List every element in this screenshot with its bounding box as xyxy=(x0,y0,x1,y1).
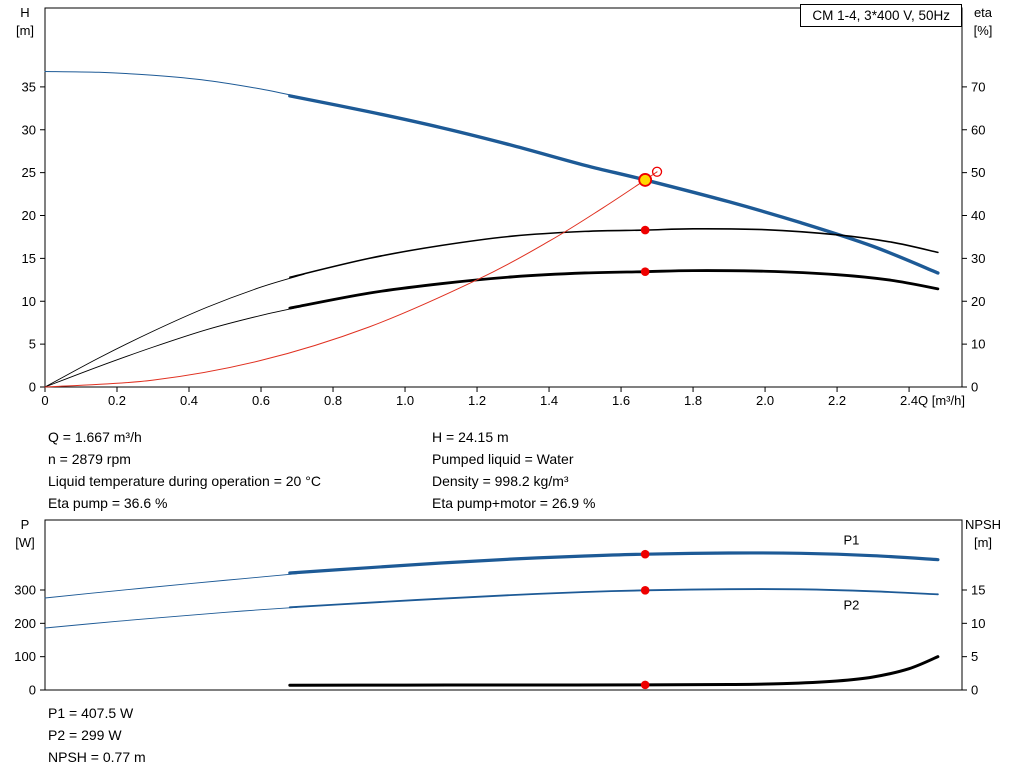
npsh-value: NPSH = 0.77 m xyxy=(48,749,146,765)
x-tick-label: 2.4 xyxy=(900,393,918,408)
power-npsh-chart: 0 100 200 300 0 5 10 15 P [W] NPSH [m] P1 P2 xyxy=(14,517,1001,698)
x-tick-label: 1.6 xyxy=(612,393,630,408)
p1-value: P1 = 407.5 W xyxy=(48,705,134,721)
y-left-tick-label: 25 xyxy=(22,165,36,180)
y-left-tick-label: 20 xyxy=(22,208,36,223)
eta-pump-value: Eta pump = 36.6 % xyxy=(48,495,168,511)
p1-curve xyxy=(288,551,940,575)
y-right-tick-label: 0 xyxy=(971,380,978,395)
pump-performance-chart-frame xyxy=(44,7,963,388)
power-npsh-block: P1 = 407.5 W P2 = 299 W NPSH = 0.77 m xyxy=(48,702,146,768)
p1-point-marker xyxy=(640,549,650,559)
npsh-curve xyxy=(288,655,940,687)
eta-pump-curve-lead xyxy=(44,273,305,388)
y-right-tick-label: 30 xyxy=(971,251,985,266)
y-right-tick-label: 10 xyxy=(971,616,985,631)
head-curve-lead xyxy=(44,70,305,99)
y-left-tick-label: 30 xyxy=(22,122,36,137)
x-tick-label: 1.8 xyxy=(684,393,702,408)
h-value: H = 24.15 m xyxy=(432,429,509,445)
y-right-tick-label: 10 xyxy=(971,337,985,352)
q-value: Q = 1.667 m³/h xyxy=(48,429,142,445)
eta-pump-motor-curve xyxy=(288,269,940,310)
p2-curve xyxy=(288,588,939,609)
x-tick-label: 0.8 xyxy=(324,393,342,408)
npsh-point-marker xyxy=(640,680,650,690)
y-left-tick-label: 100 xyxy=(14,649,36,664)
operating-data-left-column: Q = 1.667 m³/h n = 2879 rpm Liquid tempe… xyxy=(48,426,321,514)
y_left-axis-label: P xyxy=(21,517,30,532)
system-curve-end-marker xyxy=(651,166,663,177)
liquid-temperature-value: Liquid temperature during operation = 20… xyxy=(48,473,321,489)
eta-pump-motor-value: Eta pump+motor = 26.9 % xyxy=(432,495,596,511)
pumped-liquid-value: Pumped liquid = Water xyxy=(432,451,574,467)
y-left-tick-label: 300 xyxy=(14,583,36,598)
y_left-axis-label: H xyxy=(20,5,29,20)
p2-value: P2 = 299 W xyxy=(48,727,122,743)
eta-pump-motor-curve-lead xyxy=(44,305,305,388)
x-tick-label: 2.2 xyxy=(828,393,846,408)
y-right-tick-label: 0 xyxy=(971,683,978,698)
y-left-tick-label: 0 xyxy=(29,683,36,698)
density-value: Density = 998.2 kg/m³ xyxy=(432,473,569,489)
x-tick-label: 0 xyxy=(41,393,48,408)
p2-curve-label: P2 xyxy=(844,597,860,612)
y-left-tick-label: 10 xyxy=(22,294,36,309)
p2-point-marker xyxy=(640,586,650,595)
p1-curve-lead xyxy=(44,573,298,599)
eta-pump-motor-point-marker xyxy=(640,267,650,276)
y-left-tick-label: 200 xyxy=(14,616,36,631)
y-right-tick-label: 5 xyxy=(971,649,978,664)
x-tick-label: 1.0 xyxy=(396,393,414,408)
x-tick-label: 1.4 xyxy=(540,393,558,408)
y-left-tick-label: 15 xyxy=(22,251,36,266)
pump-performance-chart: 0 5 10 15 20 25 30 35 0 10 20 30 40 50 60 70 0 0.2 0.4 0.6 0… xyxy=(16,5,993,408)
eta-pump-point-marker xyxy=(640,225,650,235)
head-curve xyxy=(288,94,940,275)
p2-curve-lead xyxy=(44,606,298,629)
x-axis-label: Q [m³/h] xyxy=(918,393,965,408)
y_left-axis-unit: [m] xyxy=(16,23,34,38)
operating-data-right-column: H = 24.15 m Pumped liquid = Water Densit… xyxy=(432,426,595,514)
y-left-tick-label: 0 xyxy=(29,380,36,395)
y-right-tick-label: 50 xyxy=(971,165,985,180)
y_right-axis-label: NPSH xyxy=(965,517,1001,532)
y-right-tick-label: 40 xyxy=(971,208,985,223)
x-tick-label: 0.4 xyxy=(180,393,198,408)
y-right-tick-label: 70 xyxy=(971,79,985,94)
x-tick-label: 2.0 xyxy=(756,393,774,408)
y_right-axis-label: eta xyxy=(974,5,993,20)
speed-value: n = 2879 rpm xyxy=(48,451,131,467)
duty-point-marker[interactable] xyxy=(638,173,653,187)
x-tick-label: 0.6 xyxy=(252,393,270,408)
x-tick-label: 1.2 xyxy=(468,393,486,408)
y-left-tick-label: 35 xyxy=(22,79,36,94)
y-left-tick-label: 5 xyxy=(29,337,36,352)
y_left-axis-unit: [W] xyxy=(15,535,35,550)
power-npsh-chart-frame xyxy=(44,519,963,691)
pump-model-badge: CM 1-4, 3*400 V, 50Hz xyxy=(800,4,962,27)
y_right-axis-unit: [%] xyxy=(974,23,993,38)
y_right-axis-unit: [m] xyxy=(974,535,992,550)
y-right-tick-label: 60 xyxy=(971,122,985,137)
x-tick-label: 0.2 xyxy=(108,393,126,408)
y-right-tick-label: 15 xyxy=(971,583,985,598)
y-right-tick-label: 20 xyxy=(971,294,985,309)
p1-curve-label: P1 xyxy=(844,532,860,547)
system-curve xyxy=(44,171,658,388)
